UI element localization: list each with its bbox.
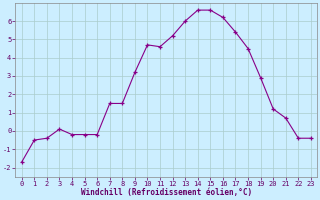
X-axis label: Windchill (Refroidissement éolien,°C): Windchill (Refroidissement éolien,°C) (81, 188, 252, 197)
